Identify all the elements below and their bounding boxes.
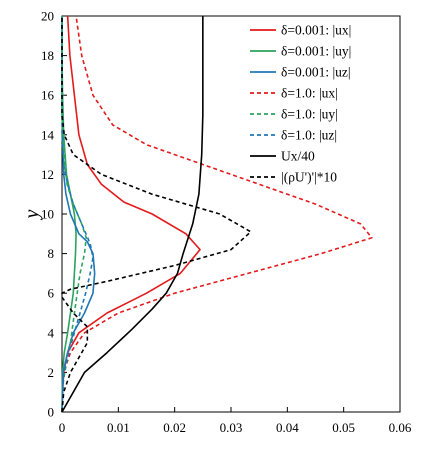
y-tick-label: 16 <box>41 88 55 103</box>
y-tick-label: 10 <box>41 207 54 222</box>
legend-label-6: Ux/40 <box>281 149 315 164</box>
x-tick-label: 0 <box>59 420 66 435</box>
y-tick-label: 6 <box>48 286 55 301</box>
x-tick-label: 0.02 <box>163 420 186 435</box>
legend-label-0: δ=0.001: |ux| <box>281 23 351 38</box>
x-tick-label: 0.04 <box>276 420 299 435</box>
y-tick-label: 20 <box>41 9 54 24</box>
series-line-5 <box>61 16 94 413</box>
series-line-6 <box>61 16 204 413</box>
series-line-1 <box>61 16 77 413</box>
legend-label-3: δ=1.0: |ux| <box>281 86 338 101</box>
axes: 0 0.01 0.02 0.03 0.04 0.05 0.06 0 2 4 6 8 10 12 14 16 18… <box>21 9 412 436</box>
y-tick-label: 0 <box>48 405 55 420</box>
series-lines <box>61 15 373 413</box>
legend: δ=0.001: |ux| δ=0.001: |uy| δ=0.001: |uz| δ… <box>250 23 351 185</box>
series-line-3 <box>61 15 373 413</box>
series-line-7 <box>61 16 252 413</box>
x-tick-label: 0.05 <box>332 420 355 435</box>
legend-label-7: |(ρU')'|*10 <box>281 170 337 185</box>
legend-label-1: δ=0.001: |uy| <box>281 44 351 59</box>
y-tick-label: 8 <box>48 246 55 261</box>
x-tick-label: 0.01 <box>107 420 130 435</box>
legend-label-4: δ=1.0: |uy| <box>281 107 338 122</box>
y-tick-label: 18 <box>41 48 54 63</box>
series-line-0 <box>61 15 201 413</box>
x-tick-label: 0.03 <box>220 420 243 435</box>
y-tick-label: 2 <box>48 365 55 380</box>
legend-label-2: δ=0.001: |uz| <box>281 65 351 80</box>
x-tick-label: 0.06 <box>389 420 412 435</box>
y-tick-label: 14 <box>41 127 55 142</box>
y-tick-label: 4 <box>48 325 55 340</box>
legend-label-5: δ=1.0: |uz| <box>281 128 337 143</box>
y-axis-label: y <box>21 209 43 220</box>
y-tick-label: 12 <box>41 167 54 182</box>
